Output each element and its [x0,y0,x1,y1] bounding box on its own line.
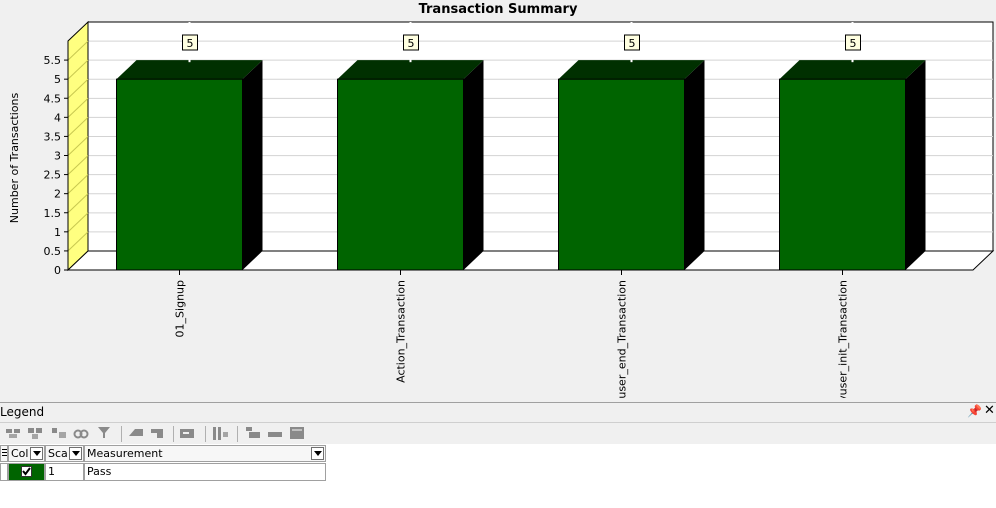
category-label: vuser_init_Transaction [837,280,850,398]
plot-area: 0 0.5 1 1.5 2 2.5 3 3.5 4 4.5 5 5.5 5 01_Signup 5 Actio… [44,20,995,398]
left-wall-gridline [67,59,89,80]
bar-side [905,60,926,270]
bar [779,78,906,271]
filter-icon[interactable] [97,426,113,440]
column-header-scale[interactable]: Sca [45,445,84,462]
toolbar-separator [121,426,122,442]
legend-measurement-cell: Pass [84,463,326,481]
show-all-icon[interactable] [5,426,21,440]
move-up-icon[interactable] [127,426,143,440]
columns-icon[interactable] [212,426,228,440]
y-tick-label: 4.5 [44,92,62,105]
legend-toolbar [0,422,996,445]
category-label: vuser_end_Transaction [616,280,629,398]
y-tick-label: 5 [54,73,61,86]
y-tick-label: 3.5 [44,130,62,143]
y-tick-label: 1.5 [44,207,62,220]
bar [116,78,243,271]
y-tick-label: 0 [54,264,61,277]
y-tick-label: 4 [54,111,61,124]
chevron-down-icon[interactable] [30,447,43,460]
data-label: 5 [187,37,194,50]
column-header-label: Col [11,447,29,460]
chevron-down-icon[interactable] [311,447,324,460]
expand-icon[interactable] [245,426,261,440]
pin-icon[interactable]: 📌 [967,404,982,418]
bar [337,78,464,271]
legend-scale-cell: 1 [45,463,84,481]
column-header-color[interactable]: Col [8,445,45,462]
chart-svg: Transaction Summary Number of Transactio… [8,2,995,398]
category-label: Action_Transaction [395,280,408,383]
bar [558,78,685,271]
close-icon[interactable]: ✕ [984,403,995,418]
y-tick-label: 0.5 [44,245,62,258]
data-label-box [403,34,419,51]
toolbar-separator [173,426,174,442]
toolbar-separator [205,426,206,442]
hide-all-icon[interactable] [27,426,43,440]
bar-side [242,60,263,270]
legend-table: Col Sca Measurement 1 Pass [0,444,996,508]
data-label-box [624,34,640,51]
left-wall-gridline [67,174,89,195]
y-tick-label: 2 [54,188,61,201]
bar-top [337,60,484,80]
legend-titlebar: Legend 📌 ✕ [0,403,996,421]
data-label-box [182,34,198,51]
category-label: 01_Signup [174,280,187,337]
data-label-box [845,34,861,51]
bar-side [463,60,484,270]
y-tick-label: 1 [54,226,61,239]
chart-area: Transaction Summary Number of Transactio… [8,2,995,398]
column-header-label: Sca [48,447,68,460]
left-wall-gridline [67,136,89,156]
left-wall-gridline [67,212,89,233]
left-wall-gridline [67,155,89,175]
bar-top [116,60,263,80]
show-only-selected-icon[interactable] [51,426,67,440]
configure-icon[interactable] [179,426,195,440]
bar-side [684,60,705,270]
legend-color-swatch[interactable] [8,463,45,481]
column-header-label: Measurement [87,447,163,460]
data-label: 5 [408,37,415,50]
left-wall-gridline [67,231,89,252]
find-icon[interactable] [73,426,89,440]
toolbar-separator [237,426,238,442]
legend-panel: Legend 📌 ✕ Col Sca Measur [0,402,996,508]
bar-top [779,60,926,80]
left-wall-gridline [67,117,89,137]
data-label: 5 [850,37,857,50]
y-tick-label: 3 [54,150,61,163]
move-down-icon[interactable] [149,426,165,440]
legend-title: Legend [0,405,45,419]
y-tick-label: 5.5 [44,54,62,67]
chart-title: Transaction Summary [419,2,578,17]
table-row-header[interactable] [0,463,8,481]
left-wall-gridline [67,78,89,99]
y-axis-label: Number of Transactions [8,93,21,224]
row-header-icon[interactable] [0,445,8,462]
chevron-down-icon[interactable] [69,447,82,460]
left-wall-gridline [67,193,89,214]
collapse-icon[interactable] [267,426,283,440]
data-label: 5 [629,37,636,50]
left-wall-gridline [67,40,89,61]
details-icon[interactable] [289,426,305,440]
visibility-checkbox[interactable] [21,466,32,477]
y-tick-label: 2.5 [44,169,62,182]
left-wall-gridline [67,97,89,118]
column-header-measurement[interactable]: Measurement [84,445,326,462]
bar-top [558,60,705,80]
